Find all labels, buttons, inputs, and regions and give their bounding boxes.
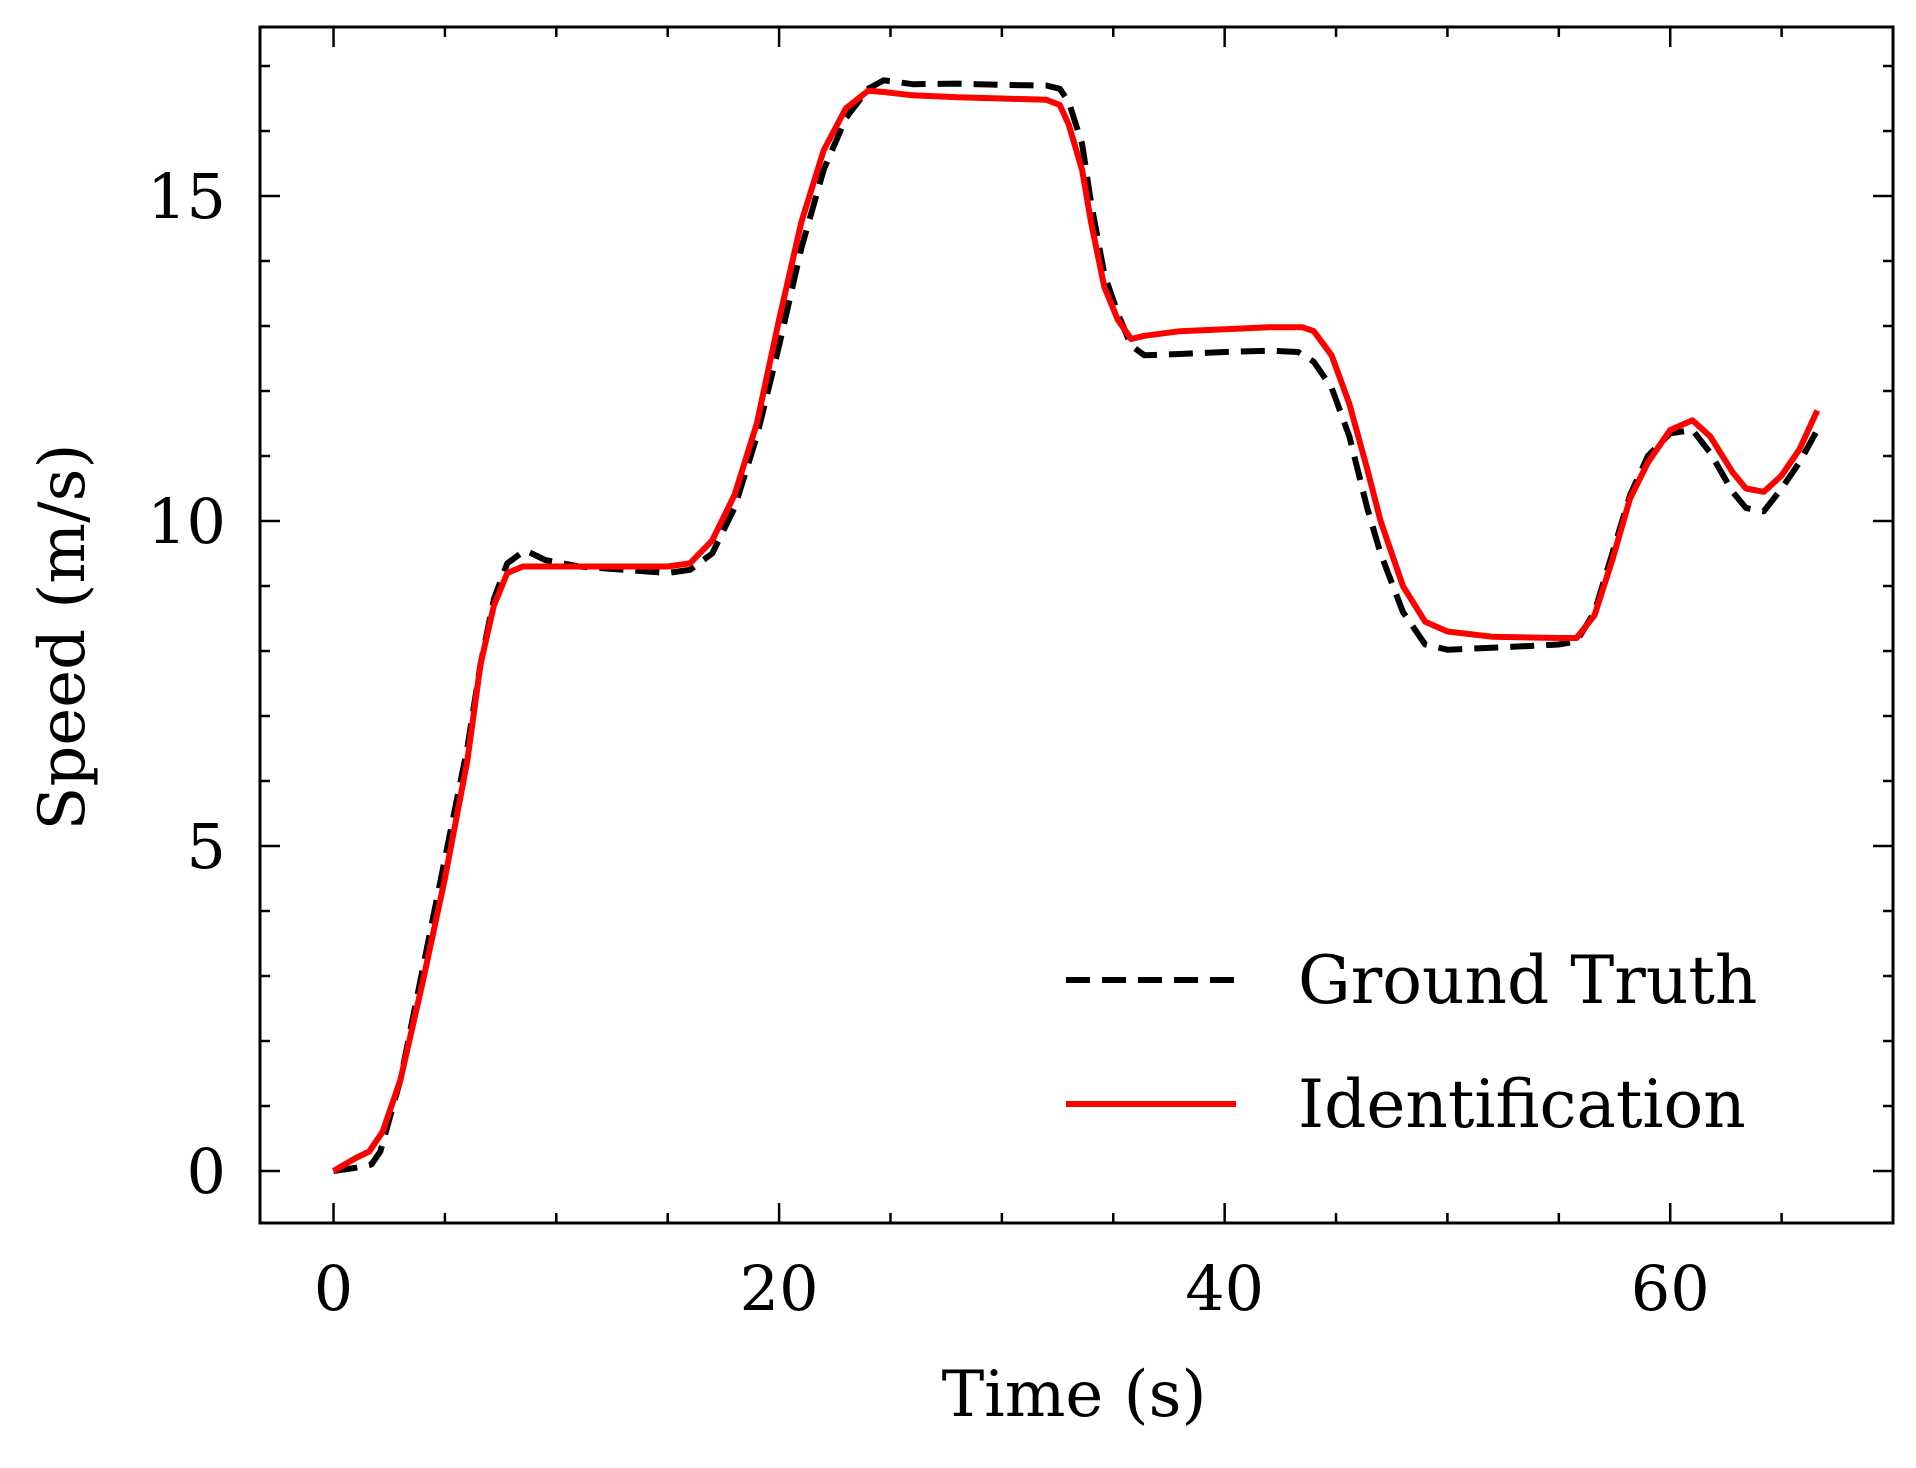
series-line-identification	[331, 87, 1821, 1174]
y-axis-title: Speed (m/s)	[26, 444, 100, 831]
x-tick-label: 0	[314, 1252, 353, 1325]
legend-label-identification: Identification	[1298, 1066, 1746, 1143]
y-tick-label: 0	[187, 1135, 226, 1208]
y-tick-label: 15	[147, 160, 226, 233]
x-tick-label: 40	[1185, 1252, 1264, 1325]
legend: Ground Truth Identification	[1066, 942, 1757, 1143]
ticks-layer	[260, 27, 1895, 1223]
y-tick-label: 5	[187, 810, 226, 883]
legend-label-ground-truth: Ground Truth	[1298, 942, 1757, 1019]
x-axis-title: Time (s)	[942, 1358, 1207, 1432]
y-tick-label: 10	[147, 485, 226, 558]
x-tick-label: 20	[740, 1252, 819, 1325]
series-layer	[331, 77, 1821, 1174]
x-tick-label: 60	[1631, 1252, 1710, 1325]
tick-labels-layer: 0 20 40 60 0 5 10 15	[147, 160, 1710, 1325]
plot-frame	[258, 25, 1895, 1225]
